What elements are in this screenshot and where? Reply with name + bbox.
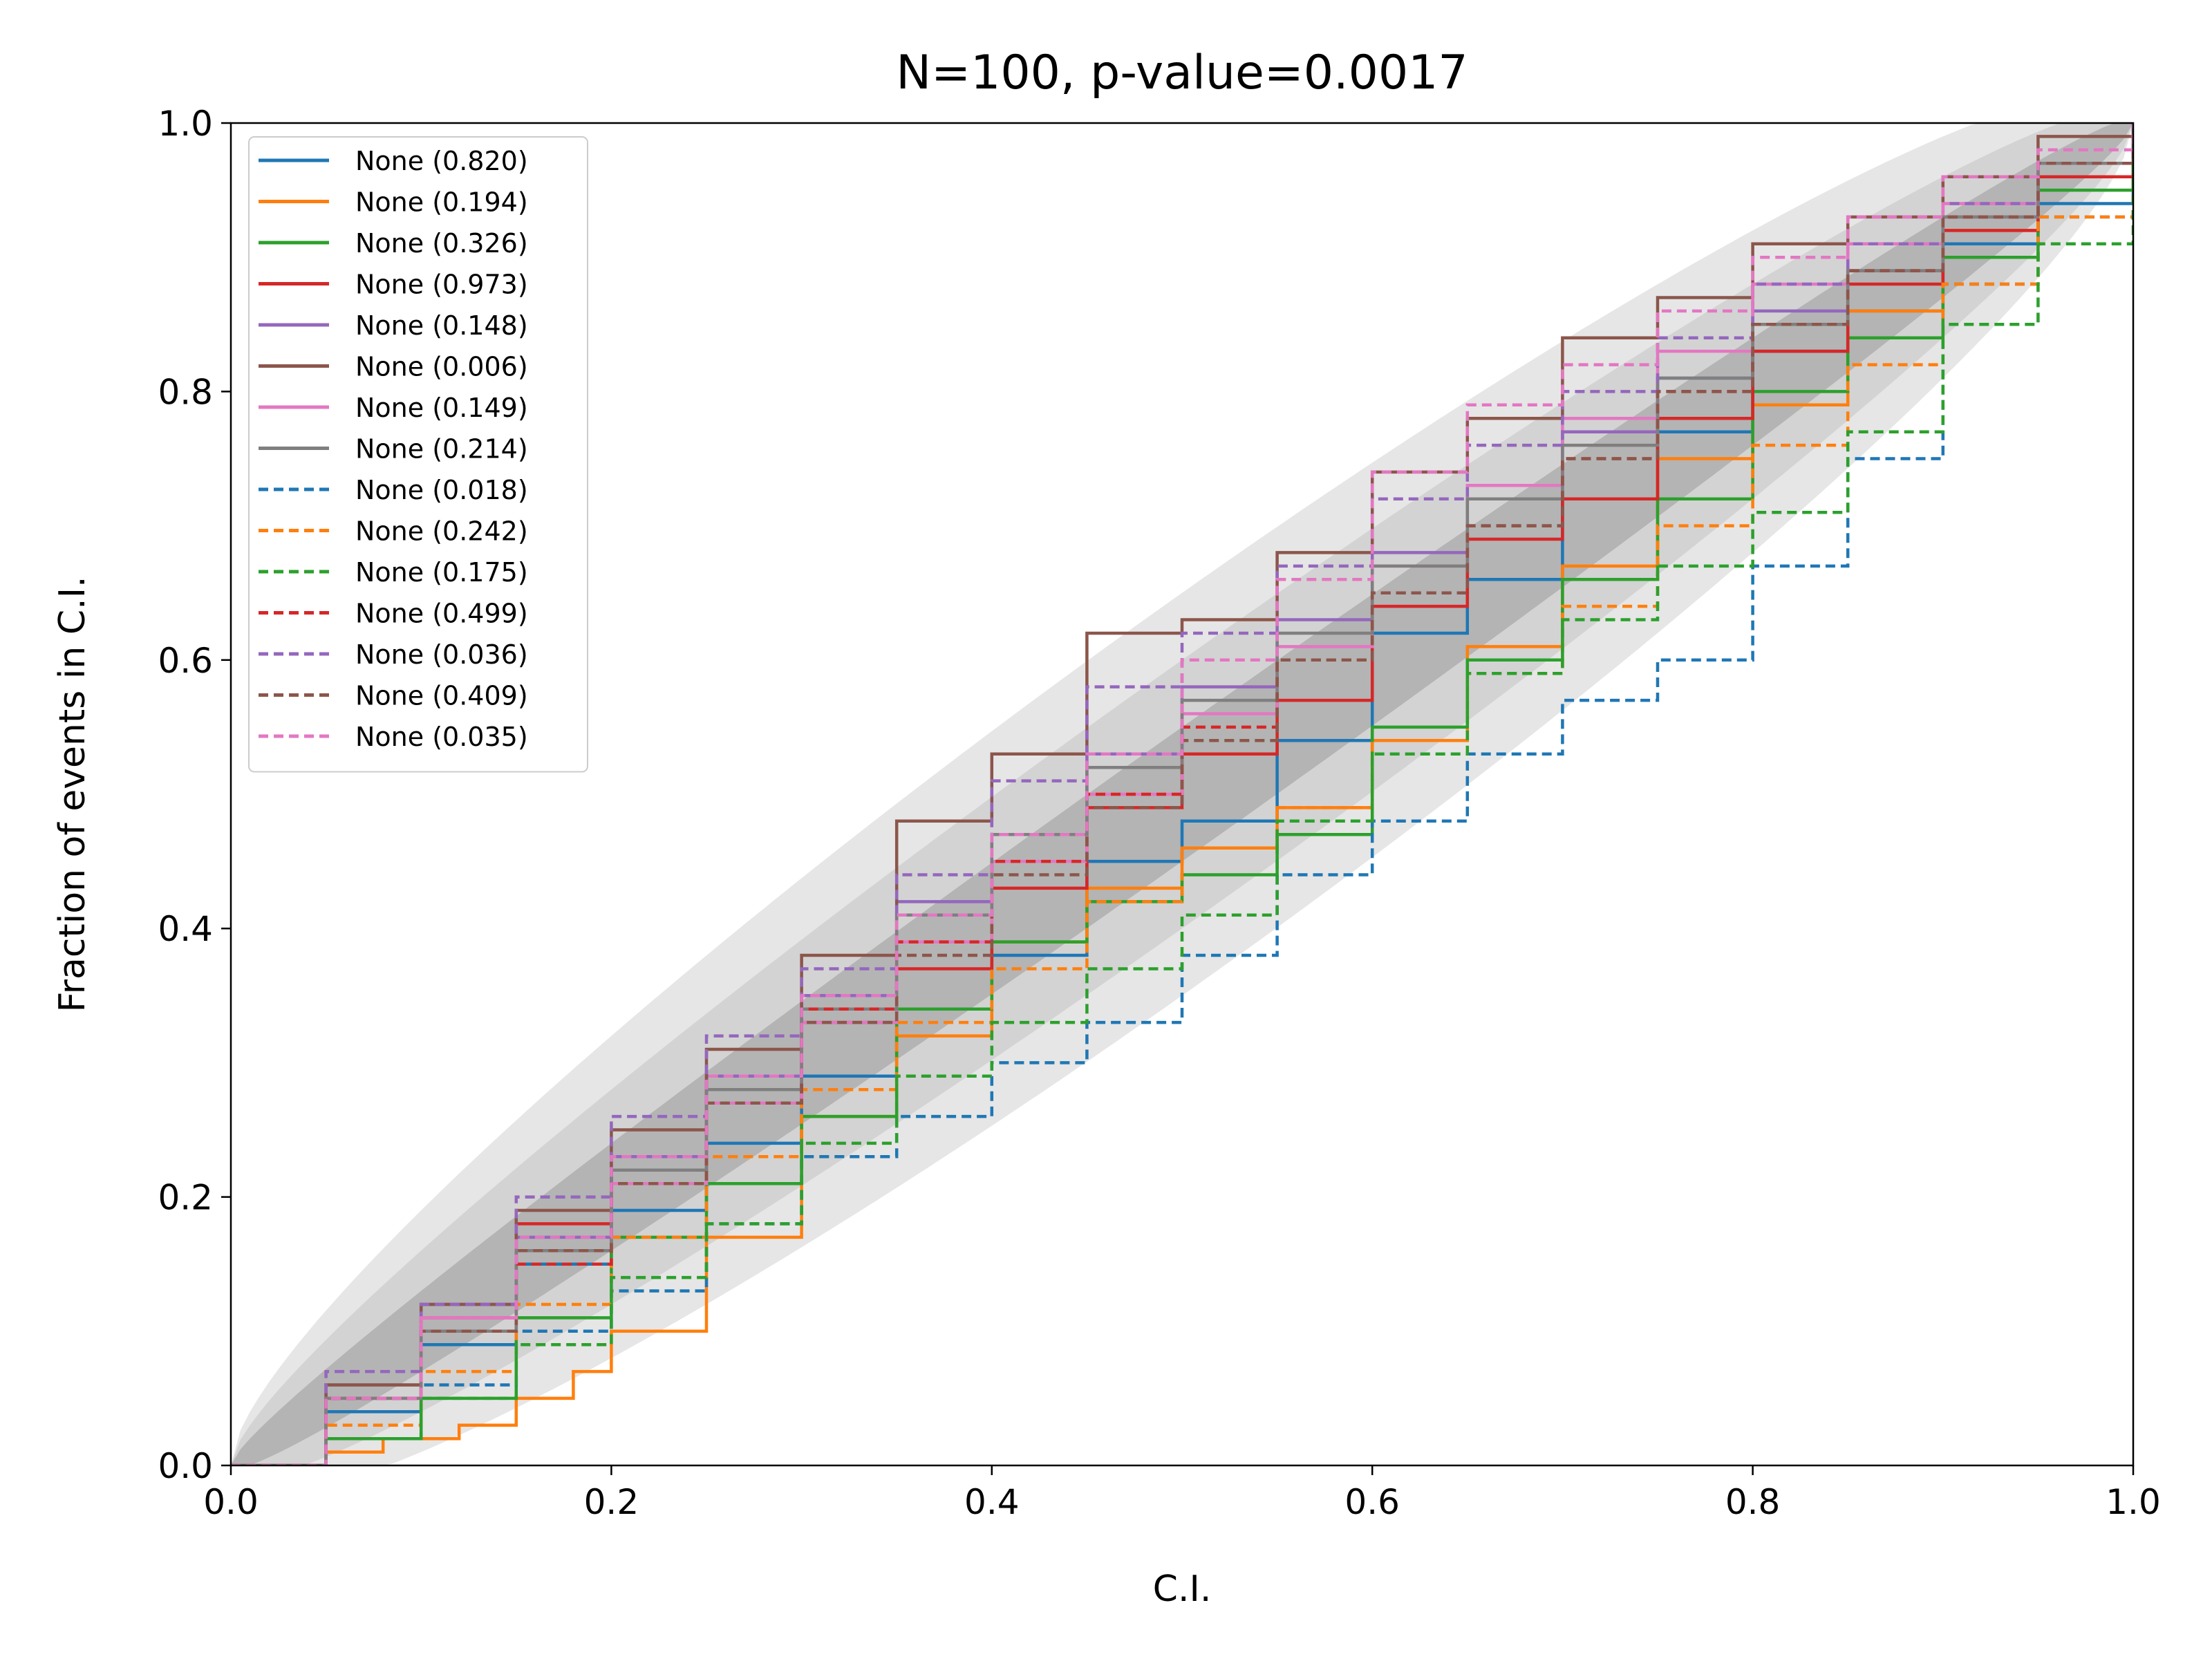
legend-label: None (0.149): [355, 393, 528, 423]
x-tick-label: 0.0: [203, 1482, 259, 1522]
x-tick-label: 0.8: [1725, 1482, 1781, 1522]
x-tick-label: 1.0: [2106, 1482, 2161, 1522]
legend-label: None (0.006): [355, 352, 528, 382]
legend-label: None (0.036): [355, 639, 528, 670]
legend: None (0.820) None (0.194) None (0.326) None…: [248, 136, 588, 773]
legend-label: None (0.194): [355, 187, 528, 218]
legend-frame: [248, 136, 588, 773]
legend-label: None (0.242): [355, 516, 528, 547]
legend-label: None (0.326): [355, 228, 528, 259]
y-tick-label: 0.6: [158, 641, 213, 681]
x-tick-label: 0.2: [584, 1482, 639, 1522]
y-axis-label: Fraction of events in C.I.: [52, 576, 93, 1012]
legend-label: None (0.499): [355, 599, 528, 629]
y-axis: 0.0 0.2 0.4 0.6 0.8 1.0: [158, 104, 231, 1486]
legend-label: None (0.018): [355, 475, 528, 505]
x-axis-label: C.I.: [1153, 1568, 1212, 1610]
chart-title: N=100, p-value=0.0017: [896, 46, 1468, 100]
legend-label: None (0.214): [355, 434, 528, 465]
y-tick-label: 1.0: [158, 104, 213, 144]
series-line-10: [231, 123, 2133, 1465]
y-tick-label: 0.4: [158, 909, 213, 949]
series-lines: [231, 123, 2133, 1465]
y-tick-label: 0.2: [158, 1178, 213, 1218]
x-tick-label: 0.4: [964, 1482, 1020, 1522]
legend-label: None (0.409): [355, 681, 528, 711]
y-tick-label: 0.0: [158, 1446, 213, 1486]
x-axis: 0.0 0.2 0.4 0.6 0.8 1.0: [203, 1465, 2161, 1522]
plot-frame: [229, 122, 2135, 1467]
x-tick-label: 0.6: [1344, 1482, 1400, 1522]
legend-label: None (0.973): [355, 270, 528, 300]
legend-label: None (0.148): [355, 310, 528, 341]
series-line-13: [231, 123, 2133, 1465]
series-line-15: [231, 123, 2133, 1465]
y-tick-label: 0.8: [158, 372, 213, 412]
legend-label: None (0.820): [355, 146, 528, 176]
legend-label: None (0.175): [355, 557, 528, 588]
legend-label: None (0.035): [355, 722, 528, 752]
